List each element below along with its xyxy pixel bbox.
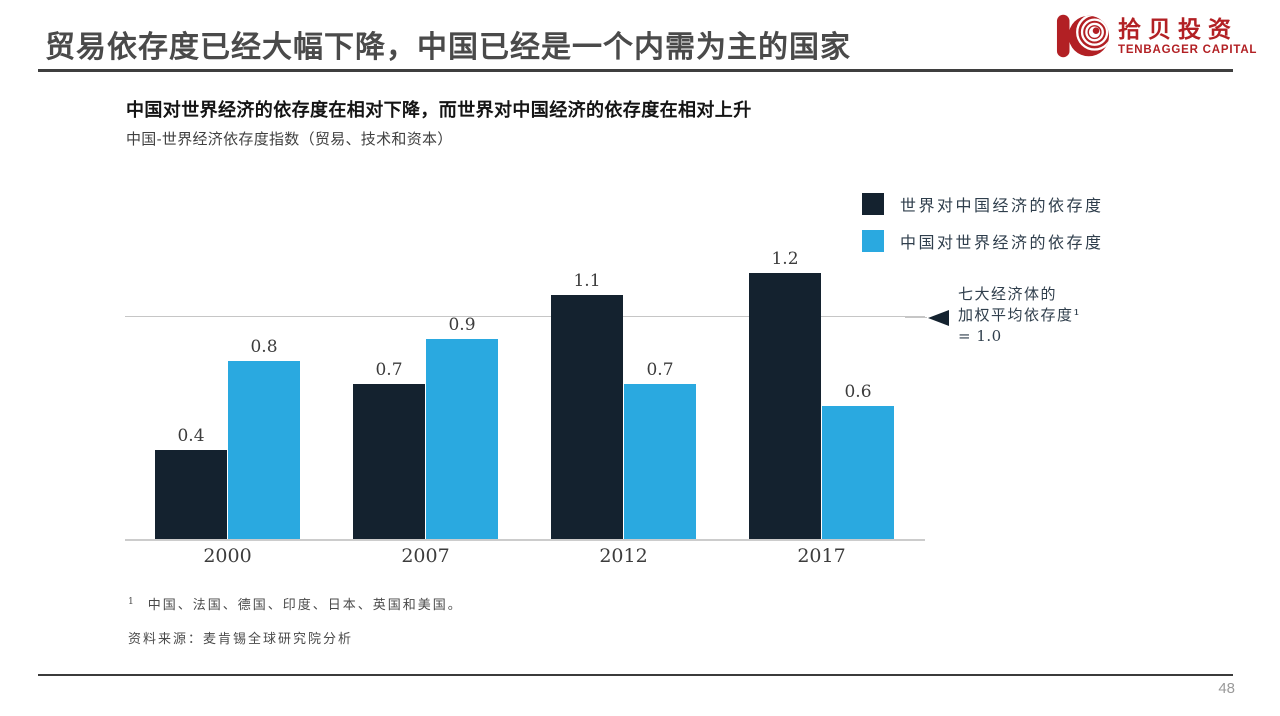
bar-value-label: 0.7 xyxy=(646,360,674,380)
bar xyxy=(228,361,300,539)
source-note: 资料来源：麦肯锡全球研究院分析 xyxy=(128,632,354,647)
logo-en-name: TENBAGGER CAPITAL xyxy=(1118,43,1258,56)
bar xyxy=(749,273,821,539)
bar-value-label: 0.7 xyxy=(375,360,403,380)
annotation-line: 加权平均依存度¹ xyxy=(958,306,1082,324)
footer-divider xyxy=(38,674,1233,676)
reference-annotation: 七大经济体的 加权平均依存度¹ = 1.0 xyxy=(958,284,1081,347)
bar xyxy=(624,384,696,539)
legend-label: 世界对中国经济的依存度 xyxy=(900,196,1104,215)
bar-column: 0.9 xyxy=(426,315,498,539)
legend-swatch-light xyxy=(862,230,884,252)
bar-column: 0.4 xyxy=(155,426,227,539)
x-axis-label: 2000 xyxy=(203,545,252,567)
x-axis: 2000 2007 2012 2017 xyxy=(125,545,925,573)
bar-column: 0.7 xyxy=(353,360,425,539)
reference-line-extension xyxy=(905,317,927,318)
bar-value-label: 1.2 xyxy=(771,249,799,269)
bar-group: 0.7 0.9 xyxy=(353,250,498,539)
page-title: 贸易依存度已经大幅下降，中国已经是一个内需为主的国家 xyxy=(45,31,851,64)
bar-group: 1.2 0.6 xyxy=(749,249,894,539)
plot-area: 0.4 0.8 0.7 0.9 1.1 0.7 1.2 0.6 xyxy=(125,249,925,541)
bar xyxy=(353,384,425,539)
annotation-line: = 1.0 xyxy=(958,327,1002,345)
chart-subtitle: 中国-世界经济依存度指数（贸易、技术和资本） xyxy=(126,131,453,148)
company-logo: 拾贝投资 TENBAGGER CAPITAL xyxy=(1056,9,1257,63)
bar-column: 0.8 xyxy=(228,337,300,539)
bar-column: 1.1 xyxy=(551,271,623,539)
bar-column: 0.6 xyxy=(822,382,894,539)
x-axis-label: 2012 xyxy=(599,545,648,567)
annotation-line: 七大经济体的 xyxy=(958,285,1058,303)
footnote-marker: 1 xyxy=(128,596,136,607)
page-number: 48 xyxy=(1218,680,1235,697)
bar-value-label: 0.6 xyxy=(844,382,872,402)
left-arrow-icon xyxy=(928,310,949,326)
legend-label: 中国对世界经济的依存度 xyxy=(900,233,1104,252)
x-axis-label: 2017 xyxy=(797,545,846,567)
chart-title: 中国对世界经济的依存度在相对下降，而世界对中国经济的依存度在相对上升 xyxy=(126,100,752,120)
footnote: 1 中国、法国、德国、印度、日本、英国和美国。 xyxy=(128,594,463,613)
legend-item: 世界对中国经济的依存度 xyxy=(862,192,1104,216)
bar-value-label: 1.1 xyxy=(573,271,601,291)
bar xyxy=(822,406,894,539)
tenbagger-logo-icon xyxy=(1056,14,1110,58)
bar-group: 1.1 0.7 xyxy=(551,250,696,539)
legend-item: 中国对世界经济的依存度 xyxy=(862,229,1104,253)
logo-text: 拾贝投资 TENBAGGER CAPITAL xyxy=(1118,16,1257,56)
chart-legend: 世界对中国经济的依存度 中国对世界经济的依存度 xyxy=(862,192,1104,266)
bar xyxy=(426,339,498,539)
bar-column: 1.2 xyxy=(749,249,821,539)
bar-value-label: 0.8 xyxy=(250,337,278,357)
bar-column: 0.7 xyxy=(624,360,696,539)
reference-line xyxy=(125,316,925,317)
header-divider xyxy=(38,69,1233,72)
x-axis-label: 2007 xyxy=(401,545,450,567)
bar xyxy=(551,295,623,539)
logo-cn-name: 拾贝投资 xyxy=(1118,16,1238,43)
bar-group: 0.4 0.8 xyxy=(155,250,300,539)
legend-swatch-dark xyxy=(862,193,884,215)
bar-value-label: 0.9 xyxy=(448,315,476,335)
bar-value-label: 0.4 xyxy=(177,426,205,446)
footnote-text: 中国、法国、德国、印度、日本、英国和美国。 xyxy=(147,598,463,613)
bar xyxy=(155,450,227,539)
